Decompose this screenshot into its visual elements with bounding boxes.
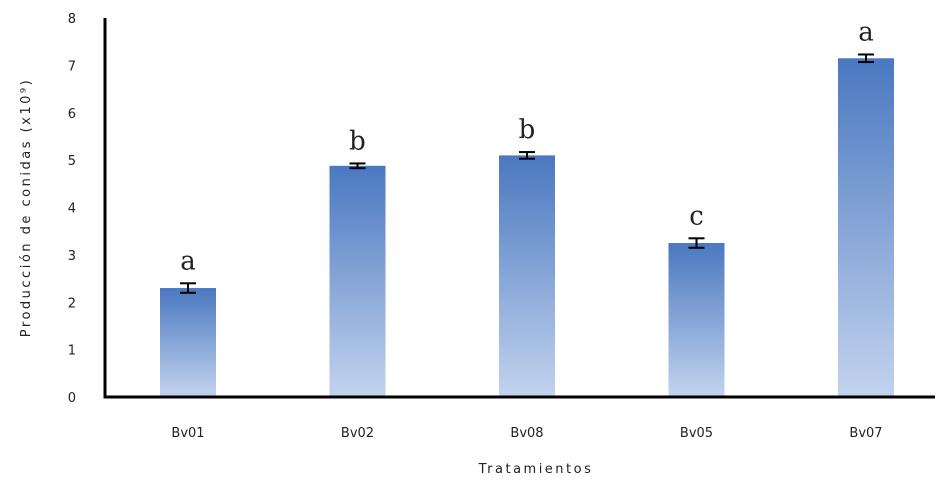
y-tick-label: 8 <box>68 12 76 27</box>
bar <box>160 288 216 397</box>
significance-letter: c <box>689 201 704 231</box>
y-tick-label: 0 <box>68 391 76 406</box>
y-tick-label: 1 <box>68 344 76 359</box>
y-tick-label: 5 <box>68 154 76 169</box>
bars-layer <box>160 58 894 398</box>
x-category-label: Bv05 <box>680 426 713 441</box>
x-category-label: Bv07 <box>849 426 882 441</box>
significance-letters-layer: a b b c a <box>180 17 874 276</box>
error-bar <box>349 162 366 170</box>
x-axis-title: Tratamientos <box>478 462 594 477</box>
y-tick-labels: 0 1 2 3 4 5 6 7 8 <box>68 12 76 406</box>
y-tick-label: 6 <box>68 107 76 122</box>
bar <box>499 155 555 397</box>
bar <box>838 58 894 398</box>
significance-letter: b <box>349 126 366 156</box>
significance-letter: b <box>519 115 536 145</box>
x-category-label: Bv01 <box>171 426 204 441</box>
significance-letter: a <box>180 246 196 276</box>
bar <box>668 243 725 397</box>
error-bar <box>519 151 535 160</box>
x-category-labels: Bv01 Bv02 Bv08 Bv05 Bv07 <box>171 426 882 441</box>
error-bar <box>180 282 196 294</box>
x-category-label: Bv02 <box>341 426 374 441</box>
y-tick-label: 4 <box>68 202 76 217</box>
y-axis-title: Producción de conidas (x10⁹) <box>19 78 34 337</box>
x-category-label: Bv08 <box>510 426 543 441</box>
bar <box>329 165 386 397</box>
y-tick-label: 7 <box>68 59 76 74</box>
error-bar <box>688 237 705 249</box>
error-bar <box>858 53 874 64</box>
error-bars-layer <box>180 53 874 294</box>
y-tick-label: 3 <box>68 249 76 264</box>
y-tick-label: 2 <box>68 296 76 311</box>
significance-letter: a <box>858 17 874 47</box>
